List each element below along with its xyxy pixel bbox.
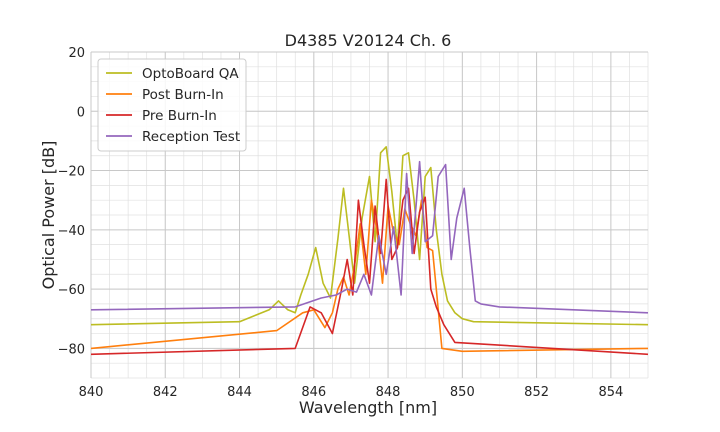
series-line-optoboard-qa: [91, 146, 648, 326]
x-tick-label: 846: [301, 385, 326, 400]
x-tick-label: 840: [79, 385, 104, 400]
y-tick-label: −60: [58, 283, 85, 298]
y-axis-title: Optical Power [dB]: [39, 141, 58, 290]
legend-label-post-burn-in: Post Burn-In: [142, 87, 224, 103]
y-axis-ticks: −80 −60 −40 −20 0 20: [58, 46, 85, 357]
series-line-post-burn-in: [91, 199, 648, 353]
series-line-pre-burn-in: [91, 178, 648, 356]
x-tick-label: 854: [598, 385, 623, 400]
legend-label-pre-burn-in: Pre Burn-In: [142, 108, 217, 124]
y-tick-label: 0: [77, 105, 85, 120]
x-tick-label: 848: [376, 385, 401, 400]
y-tick-label: 20: [68, 46, 85, 61]
x-axis-title: Wavelength [nm]: [299, 398, 437, 417]
y-tick-label: −80: [58, 342, 85, 357]
series-line-reception-test: [91, 160, 648, 314]
x-tick-label: 852: [524, 385, 549, 400]
y-tick-label: −40: [58, 224, 85, 239]
legend: OptoBoard QA Post Burn-In Pre Burn-In Recep…: [97, 58, 247, 152]
legend-label-optoboard-qa: OptoBoard QA: [142, 66, 239, 82]
x-axis-ticks: 840 842 844 846 848 850 852 854: [79, 385, 624, 400]
x-tick-label: 844: [227, 385, 252, 400]
x-tick-label: 850: [450, 385, 475, 400]
x-tick-label: 842: [153, 385, 178, 400]
legend-box: [97, 58, 247, 152]
chart-title: D4385 V20124 Ch. 6: [285, 31, 452, 50]
legend-label-reception-test: Reception Test: [142, 129, 240, 145]
y-tick-label: −20: [58, 165, 85, 180]
